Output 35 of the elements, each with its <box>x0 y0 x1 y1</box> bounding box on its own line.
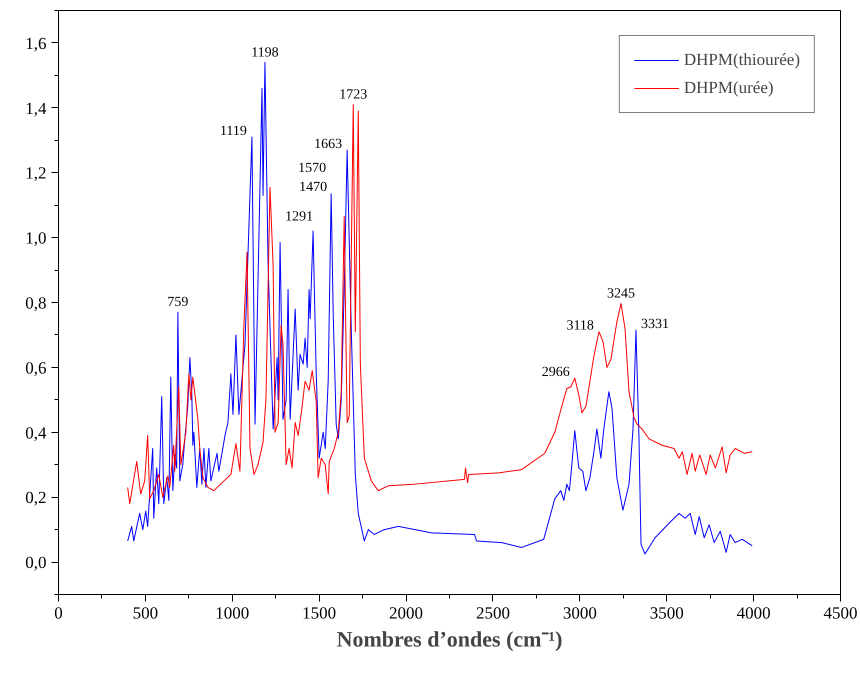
x-tick-label: 3000 <box>562 604 597 622</box>
annotation: 3331 <box>640 317 669 332</box>
y-tick-label: 1,6 <box>25 34 46 53</box>
annotation: 1570 <box>298 160 326 176</box>
y-tick-label: 1,2 <box>25 164 46 183</box>
y-tick-label: 0,8 <box>25 294 46 312</box>
x-tick-label: 2000 <box>389 604 424 622</box>
annotation: 3245 <box>607 286 636 302</box>
y-tick-label: 0,4 <box>25 423 47 442</box>
x-tick-label: 3500 <box>650 604 684 622</box>
annotation: 759 <box>167 295 188 310</box>
line-series <box>127 104 753 504</box>
annotation: 1198 <box>251 45 279 60</box>
y-tick-label: 1,0 <box>25 228 46 248</box>
x-axis-title: Nombres d’ondes (cm⁻¹) <box>336 626 562 652</box>
legend-label: DHPM(urée) <box>684 78 774 98</box>
annotation: 2966 <box>542 365 570 380</box>
x-tick-label: 500 <box>132 604 158 622</box>
y-tick-label: 0,6 <box>25 358 46 378</box>
annotation: 1470 <box>299 180 328 196</box>
annotation: 1119 <box>220 124 247 140</box>
y-tick-label: 0,0 <box>25 553 46 572</box>
x-tick-label: 0 <box>54 604 63 622</box>
y-tick-label: 0,2 <box>25 488 46 508</box>
y-tick-label: 1,4 <box>25 98 47 118</box>
x-tick-label: 1500 <box>302 604 336 622</box>
legend-label: DHPM(thiourée) <box>684 50 800 70</box>
x-tick-label: 4500 <box>824 604 858 622</box>
x-tick-label: 4000 <box>736 604 771 622</box>
x-tick-label: 1000 <box>215 604 250 622</box>
annotation: 3118 <box>566 318 594 334</box>
annotation: 1291 <box>285 209 314 224</box>
annotation: 1723 <box>339 88 368 103</box>
x-tick-label: 2500 <box>476 604 510 622</box>
annotation: 1663 <box>314 137 342 152</box>
